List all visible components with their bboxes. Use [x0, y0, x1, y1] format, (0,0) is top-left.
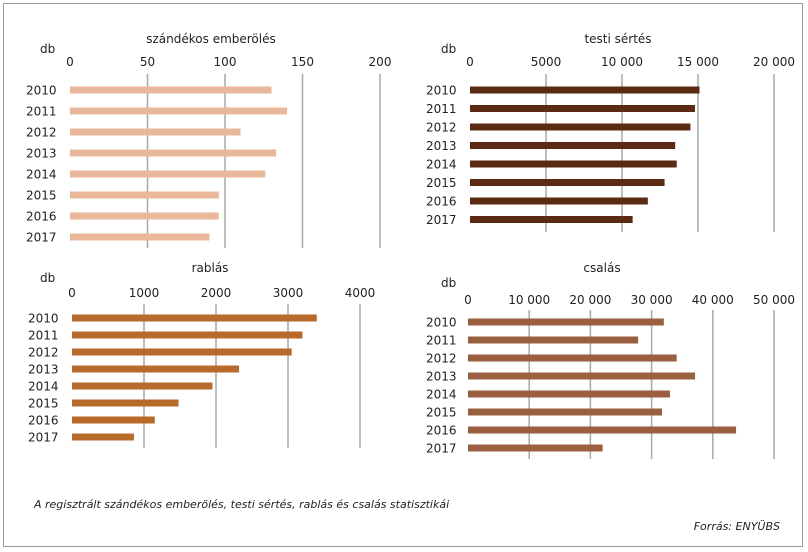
category-label: 2013 — [426, 139, 457, 153]
chart-title: rablás — [192, 261, 229, 275]
category-label: 2013 — [426, 370, 457, 384]
bar — [470, 142, 676, 149]
x-tick-label: 10 000 — [508, 293, 550, 307]
figure-frame: 0 50 100 150 200 szándékos emberölés db 2010 201… — [3, 3, 803, 547]
category-label: 2017 — [426, 442, 457, 456]
x-tick-label: 0 — [464, 293, 472, 307]
bar — [470, 179, 665, 186]
category-label: 2017 — [28, 431, 59, 445]
bar — [468, 408, 663, 416]
charts-canvas: 0 50 100 150 200 szándékos emberölés db 2010 201… — [26, 32, 795, 459]
bar — [470, 105, 695, 112]
category-label: 2015 — [426, 176, 457, 190]
x-tick-label: 50 — [140, 55, 155, 69]
bar — [72, 331, 303, 339]
bar — [70, 128, 241, 136]
category-label: 2010 — [26, 84, 57, 98]
bar — [70, 149, 277, 157]
category-label: 2016 — [28, 414, 59, 428]
category-label: 2010 — [426, 84, 457, 98]
category-label: 2012 — [426, 352, 457, 366]
bar — [468, 444, 603, 452]
bar — [70, 233, 210, 241]
x-tick-label: 0 — [466, 55, 474, 69]
unit-label: db — [40, 42, 55, 56]
chart-title: szándékos emberölés — [146, 32, 276, 46]
bar — [470, 197, 648, 205]
bar — [470, 86, 700, 94]
x-tick-label: 150 — [291, 55, 314, 69]
category-label: 2011 — [426, 334, 457, 348]
category-label: 2016 — [426, 424, 457, 438]
x-tick-label: 50 000 — [753, 293, 795, 307]
bar — [72, 399, 179, 407]
bar — [70, 107, 287, 115]
unit-label: db — [40, 271, 55, 285]
x-tick-label: 40 000 — [692, 293, 734, 307]
source-note: Forrás: ENYÜBS — [693, 520, 780, 533]
category-label: 2014 — [426, 388, 457, 402]
x-tick-label: 3000 — [273, 286, 304, 300]
category-label: 2015 — [28, 397, 59, 411]
category-label: 2014 — [28, 380, 59, 394]
x-tick-label: 2000 — [201, 286, 232, 300]
bar — [72, 382, 213, 390]
figure-caption: A regisztrált szándékos emberölés, testi… — [34, 498, 450, 511]
bar — [72, 314, 317, 322]
bar — [72, 348, 292, 356]
category-label: 2010 — [426, 316, 457, 330]
x-tick-label: 10 000 — [601, 55, 643, 69]
chart-title: testi sértés — [584, 32, 651, 46]
bar — [72, 433, 134, 441]
x-tick-label: 20 000 — [569, 293, 611, 307]
bar — [468, 390, 670, 398]
x-tick-label: 1000 — [129, 286, 160, 300]
x-tick-label: 4000 — [345, 286, 376, 300]
category-label: 2017 — [26, 231, 57, 245]
bar — [468, 354, 677, 362]
unit-label: db — [441, 42, 456, 56]
bar — [470, 216, 633, 223]
category-label: 2013 — [28, 363, 59, 377]
x-tick-label: 100 — [214, 55, 237, 69]
x-tick-label: 15 000 — [677, 55, 719, 69]
bar — [468, 336, 639, 344]
bar — [72, 416, 155, 424]
bar — [470, 123, 691, 131]
category-label: 2016 — [26, 210, 57, 224]
category-label: 2016 — [426, 195, 457, 209]
bar — [70, 86, 272, 94]
x-tick-label: 200 — [369, 55, 392, 69]
category-label: 2012 — [26, 126, 57, 140]
category-label: 2014 — [426, 158, 457, 172]
bar — [468, 426, 737, 434]
bar — [70, 170, 266, 178]
category-label: 2012 — [28, 346, 59, 360]
category-label: 2014 — [26, 168, 57, 182]
category-label: 2011 — [426, 102, 457, 116]
bar — [470, 160, 677, 168]
x-tick-label: 20 000 — [753, 55, 795, 69]
bar — [468, 318, 664, 326]
category-label: 2013 — [26, 147, 57, 161]
category-label: 2015 — [426, 406, 457, 420]
bar — [468, 372, 696, 380]
category-label: 2011 — [26, 105, 57, 119]
unit-label: db — [441, 276, 456, 290]
bar — [70, 212, 219, 220]
chart-title: csalás — [583, 261, 620, 275]
category-label: 2017 — [426, 213, 457, 227]
x-tick-label: 0 — [66, 55, 74, 69]
category-label: 2010 — [28, 312, 59, 326]
category-label: 2012 — [426, 121, 457, 135]
bar — [72, 365, 240, 373]
bar — [70, 191, 219, 199]
x-tick-label: 30 000 — [631, 293, 673, 307]
category-label: 2011 — [28, 329, 59, 343]
x-tick-label: 5000 — [531, 55, 562, 69]
x-tick-label: 0 — [68, 286, 76, 300]
category-label: 2015 — [26, 189, 57, 203]
